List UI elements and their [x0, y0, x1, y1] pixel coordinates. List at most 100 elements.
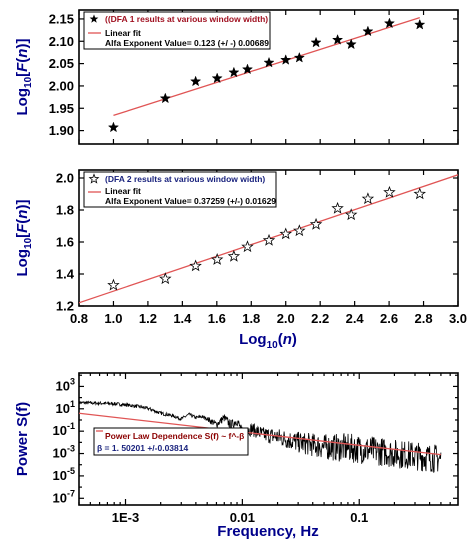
dfa2-legend-fit: Linear fit — [105, 186, 141, 196]
y-tick-label: 1.2 — [56, 299, 74, 314]
dfa1-y-tick-labels: 1.90 1.95 2.00 2.05 2.10 2.15 — [49, 11, 74, 138]
dfa1-legend: ((DFA 1 results at various window width)… — [83, 11, 271, 50]
dfa2-y-axis-label: Log10[F(n)] — [14, 200, 34, 277]
data-point-star — [107, 278, 120, 291]
dfa2-legend: (DFA 2 results at various window width) … — [83, 171, 277, 208]
data-point-star — [331, 34, 344, 45]
spectrum-ticks — [78, 373, 458, 505]
y-tick-label: 10-3 — [53, 444, 75, 461]
data-point-star — [280, 54, 292, 65]
data-point-star — [210, 253, 224, 265]
dfa1-points — [107, 17, 426, 133]
spectrum-plot-frame — [78, 372, 459, 506]
spectrum-y-tick-labels: 10-7 10-5 10-3 10-1 101 103 — [53, 376, 75, 505]
x-tick-label: 1.4 — [173, 311, 192, 326]
data-point-star — [190, 75, 202, 87]
dfa1-panel: 1.90 1.95 2.00 2.05 2.10 2.15 ((DFA 1 results… — [14, 9, 459, 145]
data-point-star — [383, 185, 396, 198]
data-point-star — [383, 17, 396, 29]
dfa2-points — [107, 185, 426, 291]
dfa2-x-axis-label: Log10(n) — [239, 331, 297, 351]
data-point-star — [345, 38, 357, 50]
y-tick-label: 1.4 — [56, 267, 75, 282]
x-tick-label: 1.2 — [139, 311, 157, 326]
dfa1-legend-fit: Linear fit — [105, 28, 141, 38]
y-tick-label: 1.95 — [49, 101, 74, 116]
x-tick-label: 0.01 — [230, 510, 255, 525]
dfa2-y-tick-labels: 1.2 1.4 1.6 1.8 2.0 — [56, 171, 75, 314]
data-point-star — [344, 208, 358, 221]
y-tick-label: 10-1 — [53, 421, 75, 438]
legend-open-star-icon — [88, 173, 100, 184]
spectrum-legend-beta: β = 1. 50201 +/-0.03814 — [97, 443, 188, 453]
spectrum-legend-law: Power Law Dependence S(f) ~ f^-β — [105, 431, 244, 441]
x-tick-label: 2.0 — [277, 311, 295, 326]
spectrum-y-axis-label: Power S(f) — [14, 402, 31, 476]
dfa1-legend-box — [83, 11, 271, 50]
x-tick-label: 2.6 — [380, 311, 398, 326]
dfa2-legend-series: (DFA 2 results at various window width) — [105, 174, 265, 184]
legend-filled-star-icon — [89, 14, 99, 23]
x-tick-label: 1.6 — [208, 311, 226, 326]
spectrum-x-axis-label: Frequency, Hz — [217, 523, 318, 540]
x-tick-label: 1.0 — [104, 311, 122, 326]
spectrum-legend: Power Law Dependence S(f) ~ f^-β β = 1. … — [93, 427, 249, 456]
spectrum-x-tick-labels: 1E-3 0.01 0.1 — [112, 510, 369, 525]
y-tick-label: 10-7 — [53, 488, 75, 505]
y-tick-label: 2.0 — [56, 171, 74, 186]
y-tick-label: 1.90 — [49, 123, 74, 138]
y-tick-label: 1.8 — [56, 203, 74, 218]
x-tick-label: 0.1 — [350, 510, 368, 525]
power-law-fit-line — [79, 412, 441, 456]
data-point-star — [241, 63, 254, 75]
data-point-star — [263, 56, 275, 68]
x-tick-label: 3.0 — [449, 311, 467, 326]
data-point-star — [241, 240, 254, 253]
y-tick-label: 10-5 — [53, 466, 75, 483]
data-point-star — [211, 72, 223, 84]
data-point-star — [107, 121, 120, 133]
dfa1-y-axis-label: Log10[F(n)] — [14, 39, 34, 116]
y-tick-label: 2.05 — [49, 56, 74, 71]
data-point-star — [293, 51, 305, 63]
data-point-star — [310, 36, 322, 48]
y-tick-label: 103 — [56, 376, 75, 393]
dfa2-panel: 1.2 1.4 1.6 1.8 2.0 0.8 1.0 1.2 1.4 1.6 1.8 2.0 2.2… — [14, 169, 467, 351]
dfa1-plot-frame — [78, 9, 459, 145]
spectrum-legend-box — [93, 427, 249, 456]
x-tick-label: 2.8 — [415, 311, 433, 326]
y-tick-label: 2.00 — [49, 78, 74, 93]
spectrum-panel: 10-7 10-5 10-3 10-1 101 103 1E-3 0.01 0.1 Power… — [14, 372, 459, 540]
data-point-star — [279, 227, 292, 240]
x-tick-label: 1.8 — [242, 311, 260, 326]
data-point-star — [293, 224, 306, 237]
data-point-star — [227, 249, 241, 262]
dfa2-ticks — [78, 170, 459, 307]
y-tick-label: 2.10 — [49, 34, 74, 49]
dfa2-x-tick-labels: 0.8 1.0 1.2 1.4 1.6 1.8 2.0 2.2 2.4 2.6 2.8 3.0 — [70, 311, 467, 326]
power-spectrum-line — [79, 400, 442, 473]
data-point-star — [228, 66, 240, 78]
y-tick-label: 101 — [56, 399, 75, 416]
x-tick-label: 2.2 — [311, 311, 329, 326]
x-tick-label: 0.8 — [70, 311, 88, 326]
data-point-star — [361, 192, 375, 205]
dfa1-legend-series: ((DFA 1 results at various window width) — [105, 14, 268, 24]
y-tick-label: 2.15 — [49, 11, 74, 26]
data-point-star — [189, 259, 202, 272]
y-tick-label: 1.6 — [56, 235, 74, 250]
dfa2-legend-alpha: Alfa Exponent Value= 0.37259 (+/-) 0.016… — [105, 196, 276, 206]
dfa1-legend-alpha: Alfa Exponent Value= 0.123 (+/ -) 0.0068… — [105, 38, 269, 48]
data-point-star — [362, 25, 374, 37]
data-point-star — [262, 233, 276, 246]
data-point-star — [159, 92, 171, 104]
data-point-star — [331, 201, 344, 214]
dfa2-legend-box — [83, 171, 277, 208]
data-point-star — [414, 18, 426, 30]
x-tick-label: 2.4 — [346, 311, 365, 326]
dfa2-plot-frame — [78, 169, 459, 307]
data-point-star — [309, 217, 323, 230]
data-point-star — [413, 187, 426, 200]
data-point-star — [159, 272, 172, 285]
